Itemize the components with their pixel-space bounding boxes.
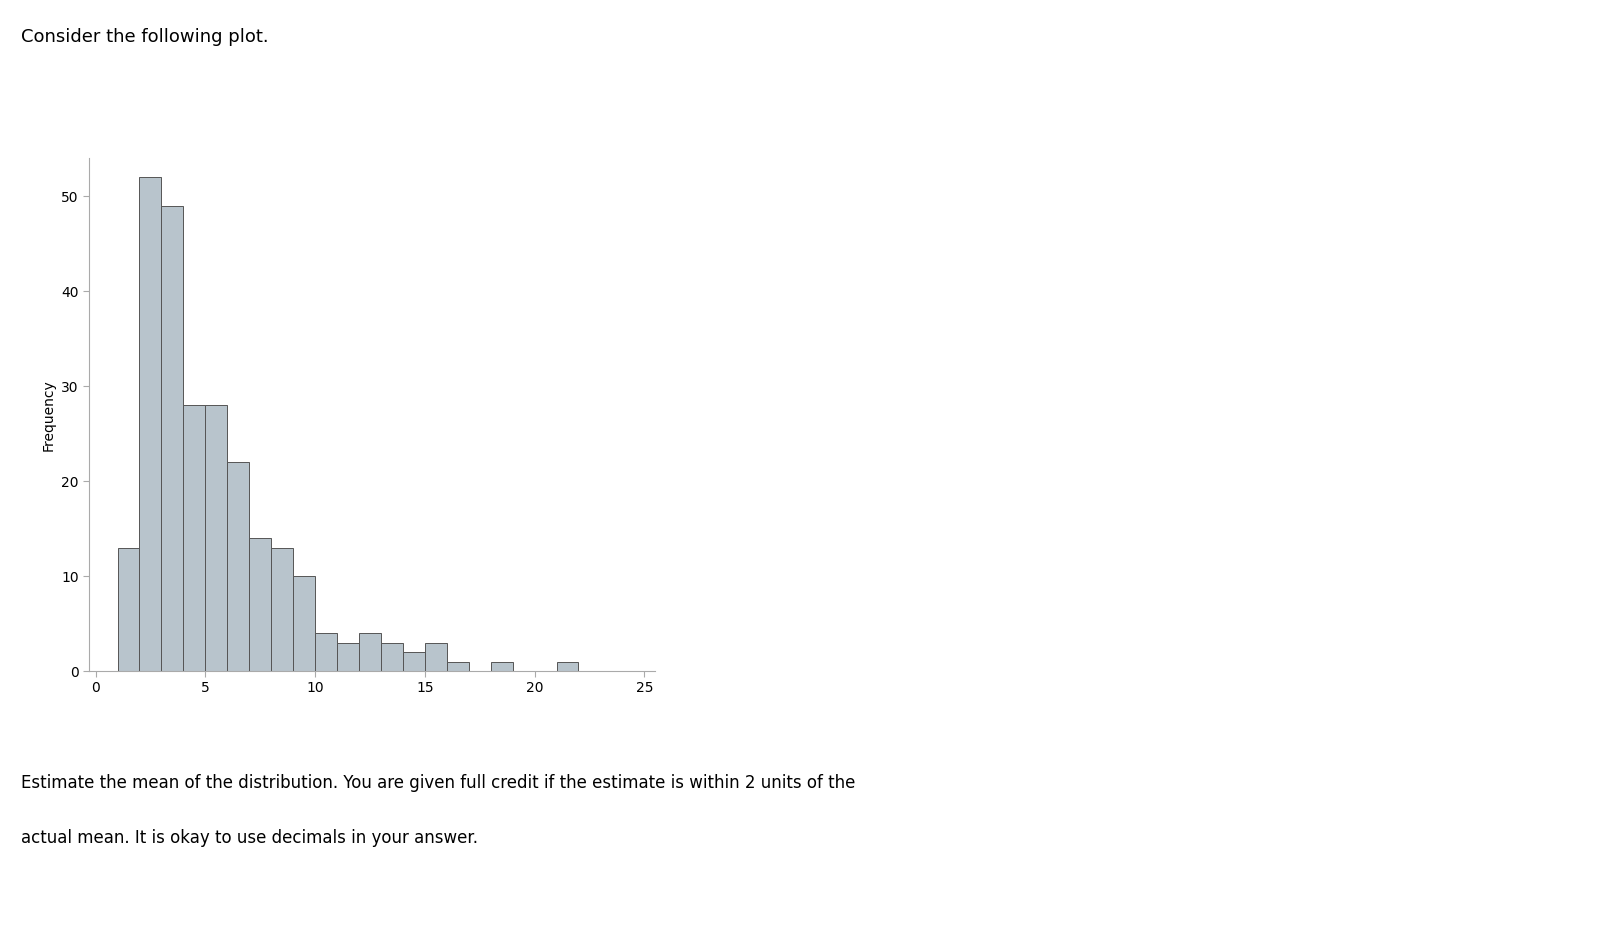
- Bar: [316, 633, 337, 671]
- Bar: [162, 206, 183, 671]
- Bar: [205, 405, 227, 671]
- Bar: [139, 177, 162, 671]
- Text: Estimate the mean of the distribution. You are given full credit if the estimate: Estimate the mean of the distribution. Y…: [21, 774, 856, 791]
- Bar: [272, 548, 293, 671]
- Bar: [359, 633, 380, 671]
- Bar: [337, 642, 359, 671]
- Bar: [447, 662, 469, 671]
- Bar: [426, 642, 447, 671]
- Text: Consider the following plot.: Consider the following plot.: [21, 28, 269, 46]
- Bar: [557, 662, 579, 671]
- Bar: [183, 405, 205, 671]
- Bar: [380, 642, 403, 671]
- Bar: [293, 576, 316, 671]
- Bar: [490, 662, 513, 671]
- Bar: [403, 652, 426, 671]
- Bar: [227, 462, 249, 671]
- Y-axis label: Frequency: Frequency: [42, 379, 55, 450]
- Text: actual mean. It is okay to use decimals in your answer.: actual mean. It is okay to use decimals …: [21, 829, 477, 847]
- Bar: [249, 538, 272, 671]
- Bar: [118, 548, 139, 671]
